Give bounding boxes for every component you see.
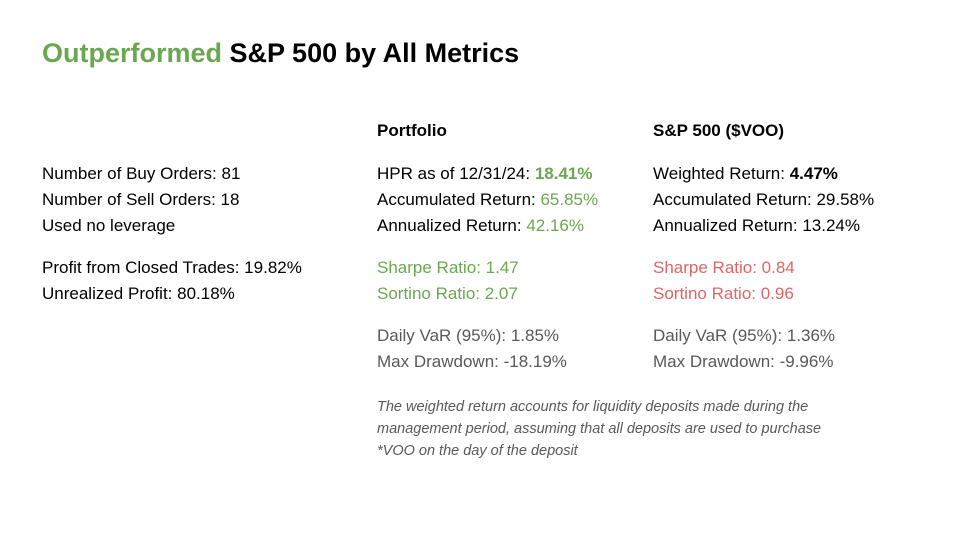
sp500-heading: S&P 500 ($VOO): [653, 121, 785, 140]
sp500-weighted-return: Weighted Return: 4.47%: [653, 161, 874, 187]
sp500-annualized-return: Annualized Return: 13.24%: [653, 216, 860, 235]
trading-summary: Number of Buy Orders: 81 Number of Sell …: [42, 161, 302, 307]
unrealized-profit: Unrealized Profit: 80.18%: [42, 284, 235, 303]
footnote-line-2: management period, assuming that all dep…: [377, 421, 822, 437]
portfolio-annualized-return: Annualized Return: 42.16%: [377, 213, 598, 239]
sp500-accumulated-return: Accumulated Return: 29.58%: [653, 190, 875, 209]
buy-orders: Number of Buy Orders: 81: [42, 164, 241, 183]
portfolio-column: Portfolio HPR as of 12/31/24: 18.41% Acc…: [377, 118, 598, 375]
sp500-column: S&P 500 ($VOO) Weighted Return: 4.47% Ac…: [653, 118, 874, 375]
sp500-weighted-value: 4.47%: [789, 164, 838, 183]
sp500-max-drawdown: Max Drawdown: -9.96%: [653, 352, 834, 371]
portfolio-accumulated-label: Accumulated Return:: [377, 190, 541, 209]
title-highlight: Outperformed: [42, 38, 223, 68]
sp500-daily-var: Daily VaR (95%): 1.36%: [653, 326, 836, 345]
slide-title: Outperformed S&P 500 by All Metrics: [42, 38, 519, 69]
closed-trades-profit: Profit from Closed Trades: 19.82%: [42, 258, 302, 277]
portfolio-accumulated-return: Accumulated Return: 65.85%: [377, 187, 598, 213]
sp500-sortino-ratio: Sortino Ratio: 0.96: [653, 284, 794, 303]
sp500-sharpe-ratio: Sharpe Ratio: 0.84: [653, 258, 795, 277]
portfolio-daily-var: Daily VaR (95%): 1.85%: [377, 326, 560, 345]
footnote-line-1: The weighted return accounts for liquidi…: [377, 399, 809, 415]
footnote: The weighted return accounts for liquidi…: [377, 396, 897, 462]
footnote-line-3: *VOO on the day of the deposit: [377, 443, 578, 459]
sp500-weighted-label: Weighted Return:: [653, 164, 790, 183]
portfolio-hpr-label: HPR as of 12/31/24:: [377, 164, 535, 183]
portfolio-heading: Portfolio: [377, 121, 447, 140]
portfolio-max-drawdown: Max Drawdown: -18.19%: [377, 352, 567, 371]
portfolio-hpr: HPR as of 12/31/24: 18.41%: [377, 161, 598, 187]
portfolio-annualized-label: Annualized Return:: [377, 216, 527, 235]
portfolio-sortino-ratio: Sortino Ratio: 2.07: [377, 284, 518, 303]
title-rest: S&P 500 by All Metrics: [229, 38, 520, 68]
portfolio-accumulated-value: 65.85%: [540, 190, 599, 209]
leverage-note: Used no leverage: [42, 216, 176, 235]
portfolio-hpr-value: 18.41%: [534, 164, 593, 183]
sell-orders: Number of Sell Orders: 18: [42, 190, 240, 209]
portfolio-annualized-value: 42.16%: [526, 216, 584, 235]
portfolio-sharpe-ratio: Sharpe Ratio: 1.47: [377, 258, 519, 277]
